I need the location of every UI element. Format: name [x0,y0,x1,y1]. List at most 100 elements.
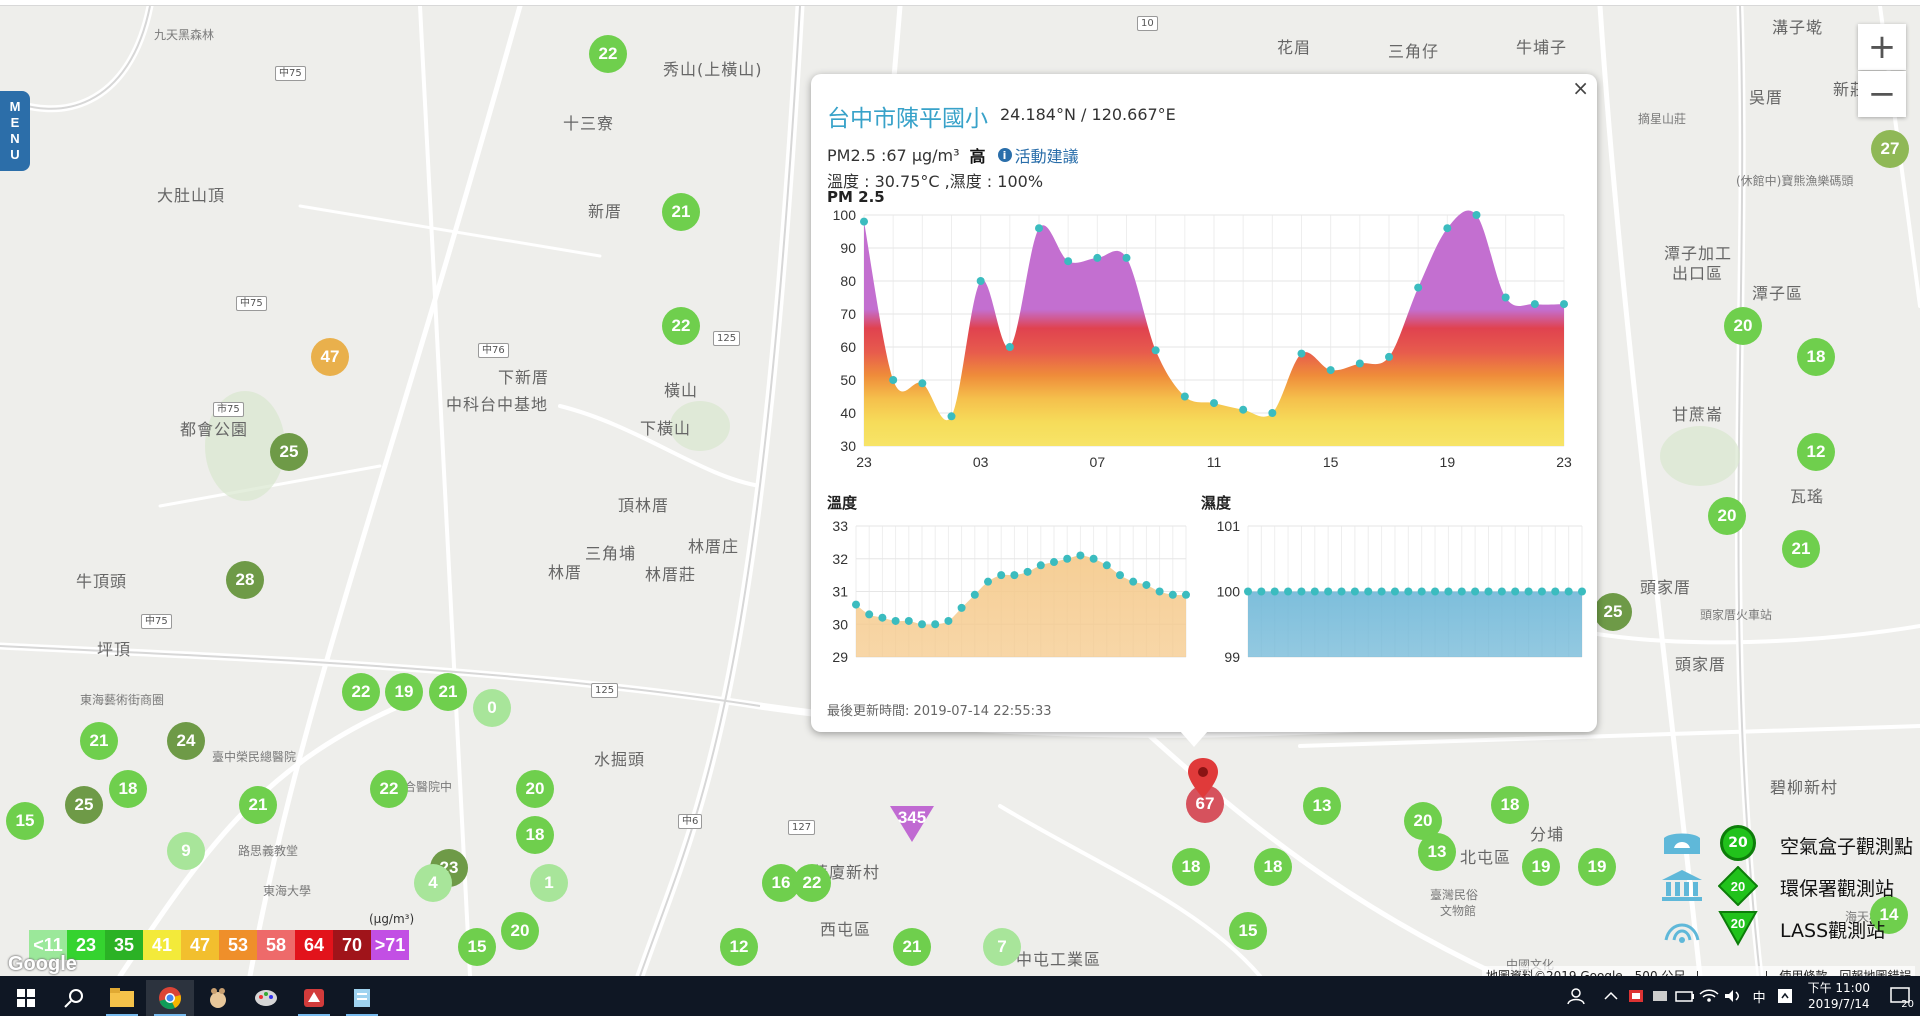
chart-point[interactable] [891,616,900,625]
chart-point[interactable] [1076,551,1085,560]
airbox-marker[interactable]: 20 [1708,497,1746,535]
taskbar-search-button[interactable] [50,980,98,1016]
chart-point[interactable] [1284,587,1293,596]
airbox-marker[interactable]: 22 [589,35,627,73]
chart-point[interactable] [1326,366,1335,375]
chart-point[interactable] [1364,587,1373,596]
zoom-out-button[interactable]: − [1858,71,1906,117]
taskbar-app-paint[interactable] [242,980,290,1016]
chart-point[interactable] [931,620,940,629]
chart-point[interactable] [1414,283,1423,292]
notification-center-button[interactable]: 20 [1880,976,1920,1016]
chart-point[interactable] [984,577,992,586]
chart-point[interactable] [860,217,868,226]
chart-point[interactable] [1377,587,1386,596]
airbox-marker[interactable]: 19 [1578,848,1616,886]
airbox-marker[interactable]: 20 [516,770,554,808]
chart-point[interactable] [1390,587,1399,596]
chart-point[interactable] [1385,352,1393,361]
airbox-marker[interactable]: 24 [167,722,205,760]
airbox-marker[interactable]: 22 [342,673,380,711]
chart-point[interactable] [904,616,913,625]
chart-point[interactable] [1244,587,1252,596]
chart-point[interactable] [1089,554,1098,563]
chart-point[interactable] [1511,587,1520,596]
airbox-marker[interactable]: 25 [1594,593,1632,631]
chart-point[interactable] [1443,224,1452,233]
airbox-marker[interactable]: 28 [226,561,264,599]
chart-point[interactable] [1324,587,1333,596]
chart-point[interactable] [1093,253,1102,262]
airbox-marker[interactable]: 22 [370,770,408,808]
report-error-link[interactable]: 回報地圖錯誤 [1839,969,1912,976]
chart-point[interactable] [1151,346,1160,355]
activity-advice-link[interactable]: 活動建議 [1014,147,1079,166]
airbox-marker[interactable]: 1 [530,864,568,902]
chart-point[interactable] [1310,587,1319,596]
chart-point[interactable] [1530,300,1539,309]
chart-point[interactable] [1050,558,1058,567]
chart-point[interactable] [1036,561,1045,570]
chart-point[interactable] [1417,587,1426,596]
taskbar-app-character[interactable] [194,980,242,1016]
lass-triangle-marker[interactable]: 345 [888,804,936,844]
airbox-marker[interactable]: 21 [1782,530,1820,568]
chart-point[interactable] [970,590,979,599]
chart-point[interactable] [1210,399,1218,408]
chart-point[interactable] [1129,577,1138,586]
taskbar-file-explorer[interactable] [98,980,146,1016]
airbox-marker[interactable]: 21 [893,928,931,966]
airbox-marker[interactable]: 21 [662,193,700,231]
airbox-marker[interactable]: 47 [311,338,349,376]
chart-point[interactable] [865,610,874,619]
selected-location-pin[interactable] [1188,758,1218,798]
chart-point[interactable] [1010,571,1019,580]
chart-point[interactable] [1035,224,1043,233]
chart-point[interactable] [1404,587,1413,596]
airbox-marker[interactable]: 20 [1724,307,1762,345]
wifi-icon[interactable] [1697,986,1721,1006]
airbox-marker[interactable]: 18 [1172,848,1210,886]
chart-point[interactable] [976,277,985,285]
battery-icon[interactable] [1673,986,1697,1006]
chart-point[interactable] [1239,405,1248,414]
airbox-marker[interactable]: 18 [1254,848,1292,886]
chart-point[interactable] [878,613,887,622]
airbox-marker[interactable]: 25 [65,786,103,824]
airbox-marker[interactable]: 27 [1871,130,1909,168]
airbox-marker[interactable]: 12 [1797,433,1835,471]
chart-point[interactable] [1472,211,1481,219]
taskbar-app-notes[interactable] [338,980,386,1016]
airbox-marker[interactable]: 0 [473,689,511,727]
chart-point[interactable] [1168,590,1177,599]
airbox-marker[interactable]: 15 [458,928,496,966]
chart-point[interactable] [1182,590,1190,599]
chart-point[interactable] [1268,409,1277,417]
app-tray-icon[interactable] [1649,986,1673,1006]
chart-point[interactable] [1180,392,1189,401]
close-icon[interactable]: × [1572,76,1589,100]
chart-point[interactable] [1064,257,1073,266]
chart-point[interactable] [1257,587,1266,596]
chart-point[interactable] [1122,253,1131,262]
airbox-marker[interactable]: 22 [662,307,700,345]
terms-link[interactable]: 使用條款 [1779,969,1828,976]
chart-point[interactable] [1501,293,1510,302]
chart-point[interactable] [1005,343,1014,351]
airbox-marker[interactable]: 7 [983,928,1021,966]
airbox-marker[interactable]: 20 [501,912,539,950]
chart-point[interactable] [1155,587,1164,596]
chart-point[interactable] [918,620,926,629]
airbox-marker[interactable]: 12 [720,928,758,966]
airbox-marker[interactable]: 21 [239,786,277,824]
chart-point[interactable] [1551,587,1560,596]
chart-point[interactable] [1524,587,1533,596]
airbox-marker[interactable]: 19 [385,673,423,711]
chart-point[interactable] [1471,587,1480,596]
input-switch-icon[interactable] [1774,986,1798,1006]
chart-point[interactable] [1484,587,1493,596]
windows-start-button[interactable] [2,980,50,1016]
chart-point[interactable] [1297,587,1306,596]
taskbar-clock[interactable]: 下午 11:00 2019/7/14 [1808,980,1870,1012]
chart-point[interactable] [1142,580,1151,589]
